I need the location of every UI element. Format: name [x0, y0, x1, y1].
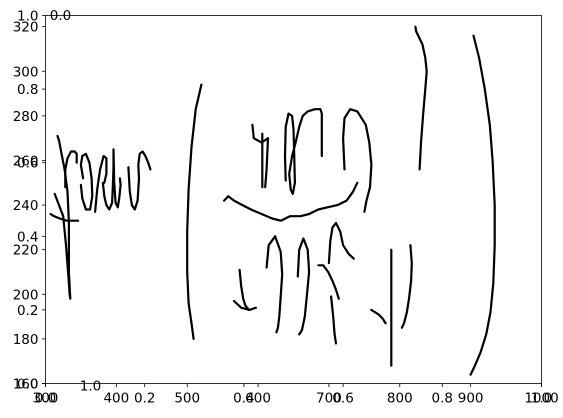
y-tick-label: 260 — [13, 153, 39, 169]
stroke-line-6 — [186, 83, 203, 340]
y-tick-label: 160 — [13, 377, 39, 393]
x-tick-label: 1000 — [524, 391, 558, 407]
stroke-line-16 — [317, 264, 340, 300]
x-tick-label: 300 — [33, 391, 59, 407]
main-y-ticks: 160 180 200 220 240 260 280 300 320 — [13, 20, 46, 393]
overlay-y-tick-label: 0.4 — [17, 229, 38, 245]
y-tick-label: 280 — [13, 109, 39, 125]
stroke-line-21 — [400, 244, 413, 329]
stroke-line-18 — [330, 295, 338, 345]
y-tick-label: 200 — [13, 287, 39, 303]
overlay-y-tick-label: 0.2 — [17, 303, 38, 319]
x-tick-label: 800 — [387, 391, 413, 407]
overlay-y-tick-label: 0.0 — [17, 377, 38, 393]
stroke-line-12 — [232, 299, 257, 311]
overlay-upper-x-tick-label: 1.0 — [80, 379, 101, 395]
overlay-y-tick-label: 1.0 — [17, 9, 38, 25]
y-tick-label: 220 — [13, 243, 39, 259]
stroke-line-0 — [53, 134, 72, 300]
stroke-line-17 — [327, 221, 355, 265]
overlay-x-tick-label: 0.6 — [332, 391, 353, 407]
x-tick-label: 700 — [316, 391, 342, 407]
stroke-line-23 — [469, 34, 496, 376]
overlay-x-tick-label: 0.8 — [432, 391, 453, 407]
stroke-line-19 — [370, 308, 387, 325]
y-tick-label: 180 — [13, 332, 39, 348]
stroke-line-3 — [79, 152, 94, 211]
stroke-line-7 — [223, 181, 359, 222]
stroke-line-5 — [127, 150, 152, 211]
y-tick-label: 240 — [13, 198, 39, 214]
overlay-y-tick-label: 0.6 — [17, 156, 38, 172]
overlay-y-tick-label: 0.8 — [17, 82, 38, 98]
stroke-line-1 — [49, 212, 80, 222]
y-tick-label: 320 — [13, 20, 39, 36]
x-tick-label: 500 — [174, 391, 200, 407]
stroke-line-13 — [238, 268, 250, 311]
overlay-x-tick-label: 0.2 — [134, 391, 155, 407]
overlay-x-tick-label: 0.0 — [35, 391, 56, 407]
stroke-line-15 — [296, 237, 311, 336]
stroke-line-11 — [342, 108, 373, 213]
overlay-axes-ticks: 0.0 0.2 0.4 0.6 0.8 1.0 0.0 0.2 0.4 0.6 0.8 1.0 0.0 1… — [17, 8, 552, 407]
handwriting-strokes — [49, 25, 496, 376]
x-tick-label: 400 — [103, 391, 129, 407]
main-x-ticks: 300 400 500 600 700 800 900 1000 — [33, 383, 559, 407]
overlay-upper-x-tick-label: 0.0 — [50, 8, 71, 24]
stroke-line-2 — [64, 150, 78, 189]
y-tick-label: 300 — [13, 64, 39, 80]
x-tick-label: 600 — [245, 391, 271, 407]
stroke-line-14 — [265, 235, 284, 334]
axes-frame — [45, 15, 542, 384]
overlay-x-tick-label: 1.0 — [531, 391, 552, 407]
overlay-x-tick-label: 0.4 — [233, 391, 254, 407]
stroke-line-10 — [283, 108, 323, 195]
stroke-line-4 — [93, 148, 122, 213]
x-tick-label: 900 — [458, 391, 484, 407]
stroke-line-22 — [414, 25, 428, 171]
stroke-line-8 — [251, 123, 270, 189]
